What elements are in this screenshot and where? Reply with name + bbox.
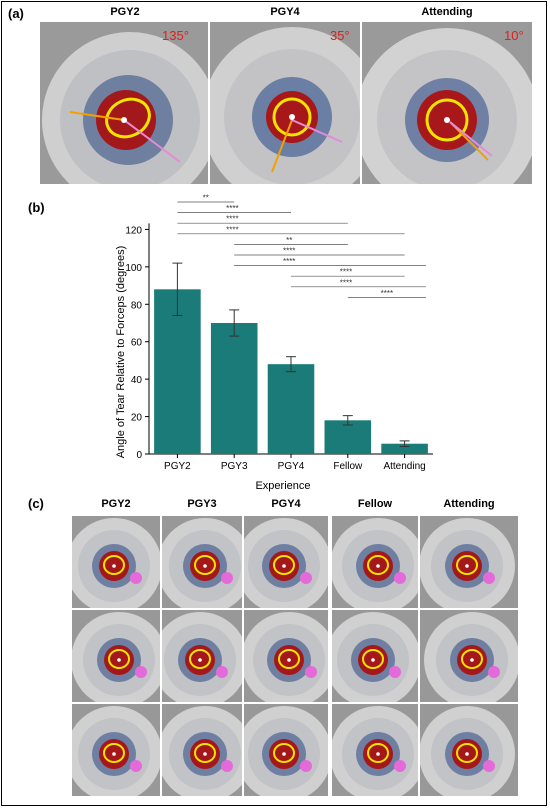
panel-a-title-attending: Attending: [421, 6, 473, 18]
surgical-thumbnail-1-1: [72, 516, 160, 608]
significance-label: **: [286, 236, 292, 245]
surgical-thumbnail-1-2: [162, 516, 242, 608]
significance-label: ****: [381, 289, 393, 298]
surgical-thumbnail-2-4: [332, 610, 418, 702]
x-tick-label: PGY3: [221, 461, 248, 472]
significance-label: ****: [226, 225, 238, 234]
x-tick-label: PGY2: [164, 461, 191, 472]
surgical-thumbnail-2-5: [420, 610, 518, 702]
panel-a-label: (a): [8, 6, 24, 21]
angle-label-pgy2: 135°: [162, 28, 189, 43]
significance-label: ****: [283, 247, 295, 256]
bar-pgy4: [267, 364, 315, 454]
significance-label: ****: [226, 215, 238, 224]
panel-c-title-pgy3: PGY3: [187, 498, 217, 510]
significance-label: ****: [340, 268, 352, 277]
panel-a-title-pgy4: PGY4: [270, 6, 300, 18]
panel-c-title-pgy2: PGY2: [101, 498, 131, 510]
surgical-photo-pgy2: [40, 22, 208, 184]
panel-c-label: (c): [28, 496, 44, 511]
panel-c-title-attending: Attending: [443, 498, 495, 510]
significance-label: **: [203, 194, 209, 203]
surgical-thumbnail-2-1: [72, 610, 160, 702]
surgical-thumbnail-2-2: [162, 610, 242, 702]
bar-pgy3: [210, 323, 258, 454]
x-tick-label: Attending: [383, 461, 425, 472]
surgical-thumbnail-1-4: [332, 516, 418, 608]
x-tick-label: Fellow: [333, 461, 363, 472]
panel-c-title-pgy4: PGY4: [271, 498, 301, 510]
bar-fellow: [324, 420, 372, 454]
surgical-thumbnail-3-2: [162, 704, 242, 796]
y-tick-label: 60: [131, 338, 143, 349]
panel-b-label: (b): [28, 200, 45, 215]
bar-pgy2: [154, 289, 201, 454]
y-tick-label: 100: [125, 263, 142, 274]
panel-a-title-pgy2: PGY2: [110, 6, 140, 18]
y-tick-label: 80: [131, 300, 143, 311]
angle-label-pgy4: 35°: [330, 28, 350, 43]
bar-chart: 0 20 40 60 80 100 120 PGY2 PGY3 PGY4 Fellow Attendi…: [115, 194, 433, 492]
surgical-photo-attending: [362, 22, 532, 184]
panel-c-title-fellow: Fellow: [357, 498, 393, 510]
y-axis-label: Angle of Tear Relative to Forceps (degre…: [115, 246, 127, 459]
surgical-thumbnail-1-3: [244, 516, 328, 608]
y-tick-label: 40: [131, 375, 143, 386]
y-tick-label: 120: [125, 225, 142, 236]
surgical-thumbnail-3-3: [244, 704, 328, 796]
bar-attending: [381, 443, 428, 454]
significance-label: ****: [283, 257, 295, 266]
y-tick-label: 20: [131, 413, 143, 424]
significance-label: ****: [340, 278, 352, 287]
angle-label-attending: 10°: [504, 28, 524, 43]
surgical-photo-pgy4: [210, 22, 360, 184]
x-axis-label: Experience: [255, 480, 310, 492]
surgical-thumbnail-1-5: [420, 516, 518, 608]
surgical-thumbnail-3-1: [72, 704, 160, 796]
surgical-thumbnail-3-5: [420, 704, 518, 796]
surgical-thumbnail-2-3: [244, 610, 328, 702]
x-tick-label: PGY4: [278, 461, 305, 472]
surgical-thumbnail-3-4: [332, 704, 418, 796]
significance-label: ****: [226, 204, 238, 213]
y-tick-label: 0: [136, 450, 142, 461]
